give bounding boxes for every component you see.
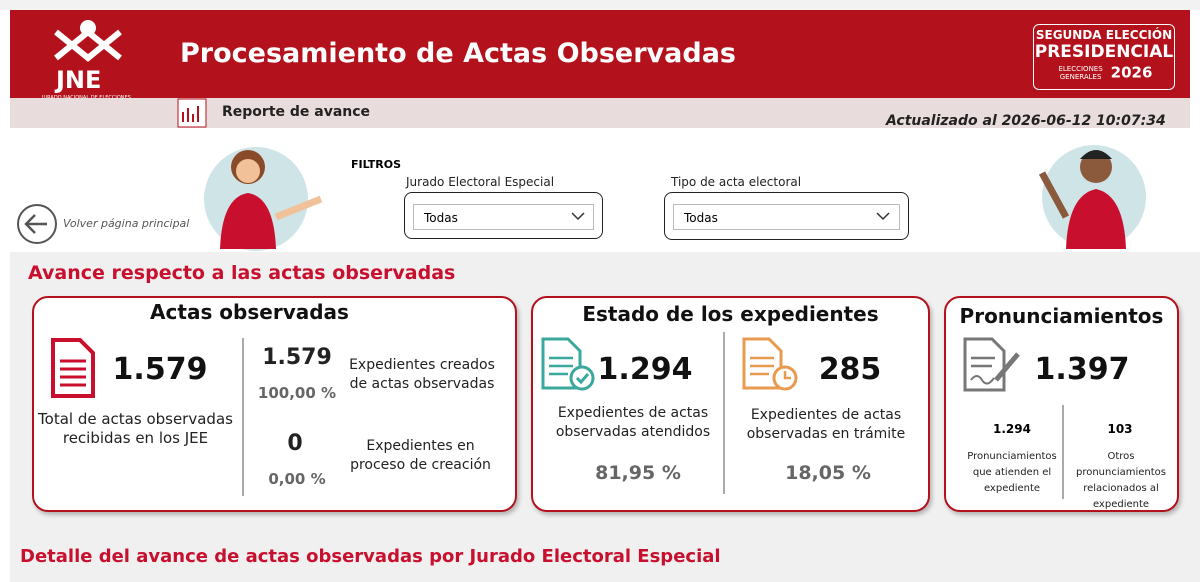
filter-label: Tipo de acta electoral <box>671 175 802 189</box>
filter-dropdown[interactable]: Todas <box>404 192 603 239</box>
back-link[interactable]: Volver página principal <box>63 217 190 230</box>
kpi-label: Expedientes de actas observadas en trámi… <box>746 407 906 442</box>
kpi-percent: 81,95 % <box>595 462 681 484</box>
filter-dropdown[interactable]: Todas <box>664 192 909 240</box>
updated-label: Actualizado al 2026-06-12 10:07:34 <box>886 113 1166 129</box>
document-check-icon <box>541 337 595 391</box>
document-clock-icon <box>742 337 798 391</box>
dropdown-value[interactable]: Todas <box>673 204 900 230</box>
kpi-value: 1.294 <box>597 352 693 387</box>
kpi-value: 1.579 <box>112 352 208 387</box>
row-percent: 0,00 % <box>268 470 326 488</box>
filter-label: Jurado Electoral Especial <box>406 175 555 189</box>
card-pronunciamientos <box>944 296 1179 512</box>
document-sign-icon <box>963 337 1020 392</box>
row-value: 0 <box>287 431 303 456</box>
badge-line: ELECCIONES GENERALES <box>1058 64 1103 81</box>
kpi-value: 1.397 <box>1034 352 1130 387</box>
chevron <box>876 212 890 221</box>
woman-illustration <box>204 147 323 251</box>
badge-line: SEGUNDA ELECCIÓN <box>1035 28 1173 42</box>
election-badge: SEGUNDA ELECCIÓN PRESIDENCIAL ELECCIONES… <box>1033 24 1175 90</box>
back-icon[interactable] <box>16 203 58 245</box>
badge-year: 2026 <box>1110 63 1153 82</box>
subheader <box>10 98 1190 128</box>
filters-title: FILTROS <box>351 158 402 171</box>
kpi-percent: 18,05 % <box>785 462 871 484</box>
badge-line: PRESIDENCIAL <box>1034 42 1174 62</box>
kpi-label: Expedientes de actas observadas atendido… <box>555 405 711 440</box>
sub-value: 103 <box>1107 422 1133 436</box>
man-illustration <box>1038 145 1146 249</box>
row-percent: 100,00 % <box>257 384 337 402</box>
sub-label: Pronunciamientos que atienden el expedie… <box>967 451 1057 494</box>
report-icon <box>177 98 207 128</box>
row-label: Expedientes en proceso de creación <box>350 438 491 473</box>
row-label: Expedientes creados de actas observadas <box>349 357 495 392</box>
sub-value: 1.294 <box>993 422 1031 436</box>
document-icon <box>51 338 95 398</box>
kpi-label: Total de actas observadas recibidas en l… <box>38 410 233 447</box>
header <box>10 10 1190 98</box>
card-title: Estado de los expedientes <box>582 302 879 326</box>
dropdown-value[interactable]: Todas <box>413 204 594 230</box>
detail-title: Detalle del avance de actas observadas p… <box>20 546 721 567</box>
divider <box>1062 405 1064 499</box>
logo-text: JNE <box>56 66 102 94</box>
logo-icon <box>54 20 122 62</box>
sub-label: Otros pronunciamientos relacionados al e… <box>1075 451 1167 510</box>
chevron <box>571 212 585 221</box>
card-estado <box>531 296 930 512</box>
card-actas <box>32 296 517 512</box>
kpi-value: 285 <box>818 352 882 387</box>
card-title: Pronunciamientos <box>959 304 1164 328</box>
row-value: 1.579 <box>262 345 332 370</box>
section-title: Avance respecto a las actas observadas <box>28 262 456 284</box>
page-title: Procesamiento de Actas Observadas <box>180 38 736 69</box>
card-title: Actas observadas <box>150 300 349 324</box>
divider <box>723 332 725 494</box>
divider <box>242 338 244 496</box>
report-label: Reporte de avance <box>222 104 371 120</box>
top-strip <box>0 0 1200 10</box>
